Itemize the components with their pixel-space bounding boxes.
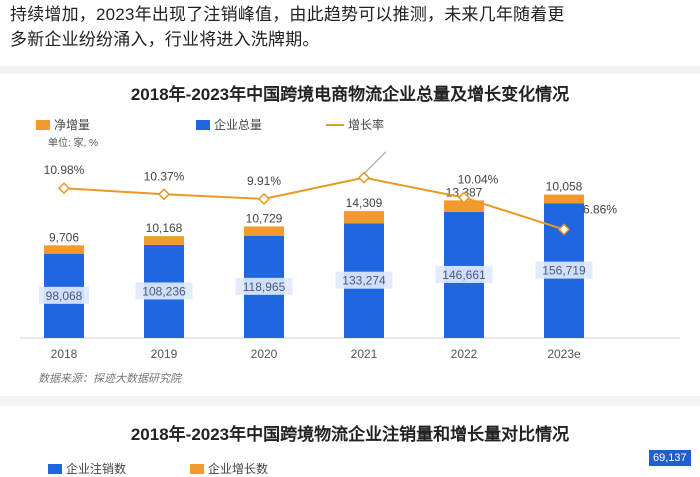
bar-line-chart: 98,068 9,706 2018 108,236 10,168 2019 118,965 1… [20,148,680,361]
section-divider [0,66,700,74]
unit-label: 单位: 家, % [48,138,99,149]
legend-item-total: 企业总量 [196,116,262,133]
legend-label-total: 企业总量 [214,118,263,132]
x-tick-2019: 2019 [151,347,178,361]
bar-total-label-2023e: 156,719 [542,264,586,278]
x-tick-2018: 2018 [51,347,78,361]
rate-point-2020 [257,192,271,205]
chart-title: 2018年-2023年中国跨境电商物流企业总量及增长变化情况 [130,85,570,104]
bar-total-label-bg-2023e [535,261,593,279]
chart2-title: 2018年-2023年中国跨境物流企业注销量和增长量对比情况 [130,425,570,444]
rate-label-2020: 9.91% [247,174,281,188]
rate-label-2019: 10.37% [144,169,185,183]
legend2-item-b: 企业增长数 [190,460,268,477]
rate-line [63,176,565,231]
rate-label-2023e: 6.86% [583,202,617,216]
x-tick-2022: 2022 [451,347,478,361]
legend2-label-b: 企业增长数 [208,462,269,476]
bar-total-label-bg-2020 [235,277,293,295]
bar-net-2020 [244,226,284,236]
bar-net-label-2021: 14,309 [346,196,383,210]
legend-swatch-total [196,119,210,130]
rate-point-2018 [57,182,71,195]
bar-total-label-bg-2021 [335,271,393,289]
legend2-label-a: 企业注销数 [66,462,127,476]
bar-total-label-2020: 118,965 [243,280,286,294]
bar-net-2018 [44,245,84,254]
bar-net-label-2019: 10,168 [146,221,183,235]
bar-net-2022 [444,200,484,212]
bar-net-label-2023e: 10,058 [546,180,583,194]
section-divider-2 [0,396,700,406]
bar-total-label-bg-2019 [135,282,193,300]
legend2-swatch-b [190,463,204,474]
bar-net-label-2018: 9,706 [49,230,79,244]
intro-line-2: 多新企业纷纷涌入，行业将进入洗牌期。 [10,30,320,49]
rate-leader-2021 [363,151,387,175]
legend2-swatch-a [48,463,62,474]
value-badge: 69,137 [649,450,691,466]
rate-point-2019 [157,188,171,201]
bar-net-2019 [144,236,184,245]
bar-net-label-2020: 10,729 [246,211,283,225]
legend-label-net: 净增量 [54,118,91,132]
bar-total-label-2021: 133,274 [342,274,386,288]
bar-net-2021 [344,211,384,224]
intro-line-1: 持续增加，2023年出现了注销峰值，由此趋势可以推测，未来几年随着更 [10,5,565,24]
rate-point-2021 [357,171,371,184]
legend-label-rate: 增长率 [348,118,385,132]
rate-label-2021: 12.03% [388,148,429,151]
legend-item-rate: 增长率 [326,116,384,133]
intro-paragraph: 持续增加，2023年出现了注销峰值，由此趋势可以推测，未来几年随着更 多新企业纷… [10,2,694,52]
bar-total-label-2022: 146,661 [442,268,486,282]
bar-net-2023e [544,194,584,204]
bar-total-label-2019: 108,236 [142,284,186,298]
rate-point-2023e [557,223,571,236]
bar-total-label-bg-2018 [39,286,89,304]
bar-total-label-2018: 98,068 [46,289,83,303]
rate-point-2022 [457,191,471,204]
rate-label-2018: 10.98% [44,163,85,177]
data-source: 数据来源：探迹大数据研究院 [38,373,181,385]
legend2-item-a: 企业注销数 [48,460,126,477]
legend-swatch-net [36,119,50,130]
x-tick-2021: 2021 [351,347,378,361]
legend-item-net: 净增量 [36,116,90,133]
bar-total-label-bg-2022 [435,265,493,283]
x-tick-2020: 2020 [251,347,278,361]
x-tick-2023e: 2023e [547,347,581,361]
legend-swatch-rate [326,123,344,126]
rate-label-2022: 10.04% [458,173,499,187]
